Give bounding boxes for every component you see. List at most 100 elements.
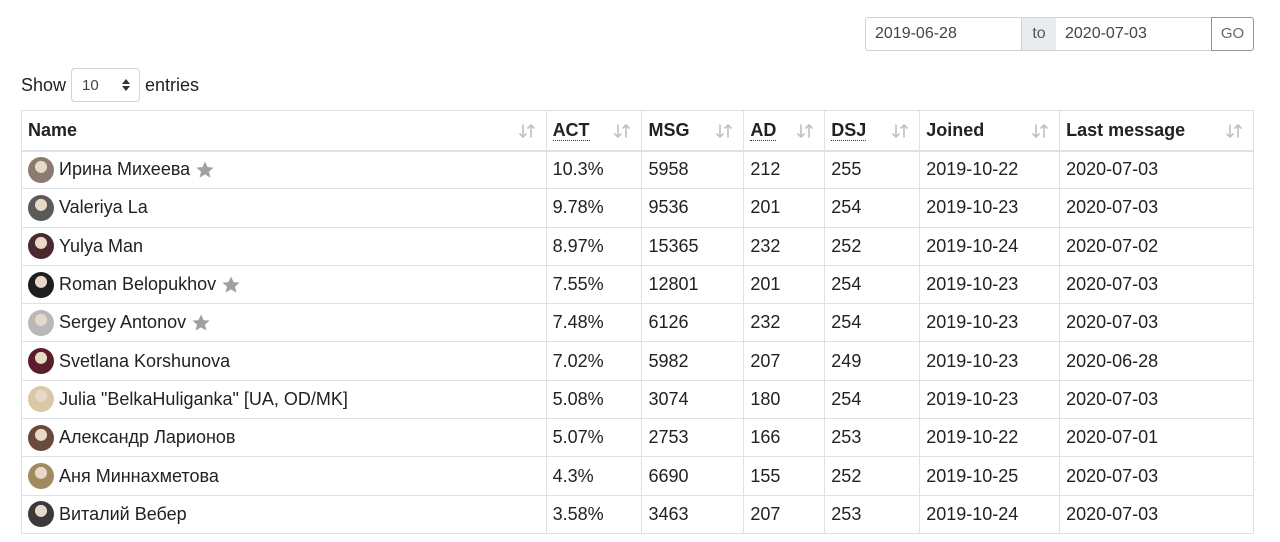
cell-dsj: 254 — [824, 303, 921, 343]
sort-icon[interactable] — [613, 123, 631, 139]
cell-name: Аня Миннахметова — [21, 456, 547, 496]
table-row: Valeriya La 9.78% 9536 201 254 2019-10-23 2020… — [21, 188, 1254, 228]
cell-dsj: 254 — [824, 264, 921, 305]
cell-name: Valeriya La — [21, 188, 547, 228]
cell-last-message: 2020-07-03 — [1059, 188, 1254, 228]
column-label: AD — [750, 119, 777, 141]
member-name[interactable]: Roman Belopukhov — [59, 274, 217, 295]
entries-select-value: 10 — [82, 76, 99, 94]
avatar — [28, 348, 54, 375]
column-header-last-message[interactable]: Last message — [1059, 110, 1254, 152]
star-icon — [191, 313, 211, 333]
member-name[interactable]: Valeriya La — [59, 197, 148, 218]
avatar — [28, 271, 54, 298]
sort-icon[interactable] — [1225, 123, 1243, 139]
cell-ad: 155 — [743, 456, 826, 496]
member-name[interactable]: Sergey Antonov — [59, 312, 187, 333]
cell-ad: 201 — [743, 264, 826, 305]
cell-name: Yulya Man — [21, 226, 547, 266]
cell-joined: 2019-10-23 — [919, 188, 1061, 228]
cell-joined: 2019-10-24 — [919, 226, 1061, 266]
go-button[interactable]: GO — [1211, 17, 1254, 51]
cell-ad: 207 — [743, 341, 826, 381]
column-header-dsj[interactable]: DSJ — [824, 110, 921, 152]
column-header-ad[interactable]: AD — [743, 110, 826, 152]
cell-dsj: 254 — [824, 188, 921, 228]
table-row: Roman Belopukhov 7.55% 12801 201 254 2019-10-… — [21, 264, 1254, 305]
table-row: Виталий Вебер 3.58% 3463 207 253 2019-10-24 20… — [21, 494, 1254, 534]
cell-last-message: 2020-07-03 — [1059, 303, 1254, 343]
cell-ad: 166 — [743, 418, 826, 458]
cell-dsj: 249 — [824, 341, 921, 381]
table-row: Julia "BelkaHuliganka" [UA, OD/MK] 5.08% 3… — [21, 379, 1254, 420]
column-header-msg[interactable]: MSG — [641, 110, 745, 152]
cell-dsj: 254 — [824, 379, 921, 420]
cell-act: 3.58% — [545, 494, 643, 534]
table-header-row: Name ACT MSG AD DSJ Joined Last message — [21, 110, 1254, 152]
member-name[interactable]: Аня Миннахметова — [59, 465, 219, 486]
select-arrows-icon — [122, 79, 131, 91]
cell-act: 5.08% — [545, 379, 643, 420]
column-label: Joined — [926, 119, 985, 140]
cell-act: 7.55% — [545, 264, 643, 305]
cell-msg: 6126 — [641, 303, 745, 343]
cell-ad: 201 — [743, 188, 826, 228]
avatar — [28, 309, 54, 336]
table-row: Аня Миннахметова 4.3% 6690 155 252 2019-10-25… — [21, 456, 1254, 496]
avatar — [28, 424, 54, 451]
cell-msg: 2753 — [641, 418, 745, 458]
date-from-input[interactable]: 2019-06-28 — [865, 17, 1022, 51]
cell-msg: 3463 — [641, 494, 745, 534]
table-row: Yulya Man 8.97% 15365 232 252 2019-10-24 2020-… — [21, 226, 1254, 266]
column-header-act[interactable]: ACT — [545, 110, 643, 152]
member-name[interactable]: Виталий Вебер — [59, 503, 187, 524]
cell-last-message: 2020-07-03 — [1059, 264, 1254, 305]
column-label: Last message — [1066, 119, 1186, 140]
cell-msg: 6690 — [641, 456, 745, 496]
date-range-filter: 2019-06-28 to 2020-07-03 GO — [865, 17, 1254, 51]
cell-last-message: 2020-06-28 — [1059, 341, 1254, 381]
cell-msg: 5982 — [641, 341, 745, 381]
date-range-to-label: to — [1022, 17, 1056, 51]
cell-name: Roman Belopukhov — [21, 264, 547, 305]
avatar — [28, 386, 54, 413]
show-label: Show — [21, 74, 67, 95]
member-name[interactable]: Julia "BelkaHuliganka" [UA, OD/MK] — [59, 388, 348, 409]
cell-last-message: 2020-07-03 — [1059, 379, 1254, 420]
member-name[interactable]: Svetlana Korshunova — [59, 350, 231, 371]
cell-last-message: 2020-07-03 — [1059, 494, 1254, 534]
cell-msg: 5958 — [641, 149, 745, 190]
date-to-input[interactable]: 2020-07-03 — [1056, 17, 1212, 51]
column-header-joined[interactable]: Joined — [919, 110, 1061, 152]
member-name[interactable]: Yulya Man — [59, 235, 144, 256]
member-name[interactable]: Ирина Михеева — [59, 159, 191, 180]
cell-joined: 2019-10-23 — [919, 341, 1061, 381]
cell-ad: 207 — [743, 494, 826, 534]
sort-icon[interactable] — [1031, 123, 1049, 139]
cell-name: Svetlana Korshunova — [21, 341, 547, 381]
table-row: Ирина Михеева 10.3% 5958 212 255 2019-10-22 20… — [21, 149, 1254, 190]
star-icon — [195, 160, 215, 180]
cell-dsj: 253 — [824, 494, 921, 534]
cell-last-message: 2020-07-01 — [1059, 418, 1254, 458]
sort-icon[interactable] — [796, 123, 814, 139]
table-row: Александр Ларионов 5.07% 2753 166 253 2019-10… — [21, 418, 1254, 458]
cell-msg: 9536 — [641, 188, 745, 228]
cell-joined: 2019-10-25 — [919, 456, 1061, 496]
cell-dsj: 253 — [824, 418, 921, 458]
entries-label: entries — [145, 74, 200, 95]
entries-select[interactable]: 10 — [71, 68, 141, 102]
member-name[interactable]: Александр Ларионов — [59, 427, 236, 448]
cell-dsj: 252 — [824, 456, 921, 496]
column-label: MSG — [648, 119, 690, 140]
column-header-name[interactable]: Name — [21, 110, 547, 152]
cell-msg: 15365 — [641, 226, 745, 266]
sort-icon[interactable] — [518, 123, 536, 139]
sort-icon[interactable] — [715, 123, 733, 139]
cell-name: Виталий Вебер — [21, 494, 547, 534]
cell-name: Julia "BelkaHuliganka" [UA, OD/MK] — [21, 379, 547, 420]
cell-act: 7.02% — [545, 341, 643, 381]
sort-icon[interactable] — [891, 123, 909, 139]
cell-act: 7.48% — [545, 303, 643, 343]
table-body: Ирина Михеева 10.3% 5958 212 255 2019-10-22 20… — [21, 149, 1254, 534]
